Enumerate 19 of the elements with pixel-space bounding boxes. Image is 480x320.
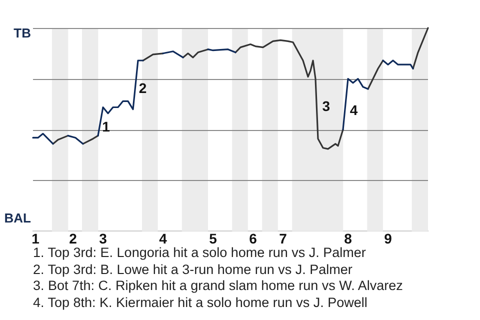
annotation: 2 [138, 80, 147, 96]
annotation: 1 [102, 118, 110, 134]
x-tick-label: 4 [159, 230, 168, 246]
x-tick-label: 7 [279, 230, 288, 246]
text: 1. Top 3rd: E. Longoria hit a solo home run vs J. Palmer [33, 245, 367, 262]
text: BAL [4, 210, 32, 226]
x-tick-label: 8 [344, 230, 352, 246]
x-tick-label: 9 [384, 230, 392, 246]
x-tick-label: 6 [249, 230, 258, 246]
text: 2. Top 3rd: B. Lowe hit a 3-run home run vs J. Palmer [33, 262, 354, 278]
x-tick-label: 2 [69, 230, 78, 246]
x-tick-label: 1 [32, 230, 40, 246]
text: 4. Top 8th: K. Kiermaier hit a solo home run vs J. Powell [33, 294, 368, 312]
text: TB [14, 26, 31, 41]
annotation: 4 [350, 102, 358, 118]
x-tick-label: 5 [209, 230, 218, 246]
x-tick-label: 3 [99, 230, 108, 246]
annotation: 3 [322, 98, 330, 114]
text: 3. Bot 7th: C. Ripken hit a grand slam home run vs W. Alvarez [33, 278, 403, 295]
